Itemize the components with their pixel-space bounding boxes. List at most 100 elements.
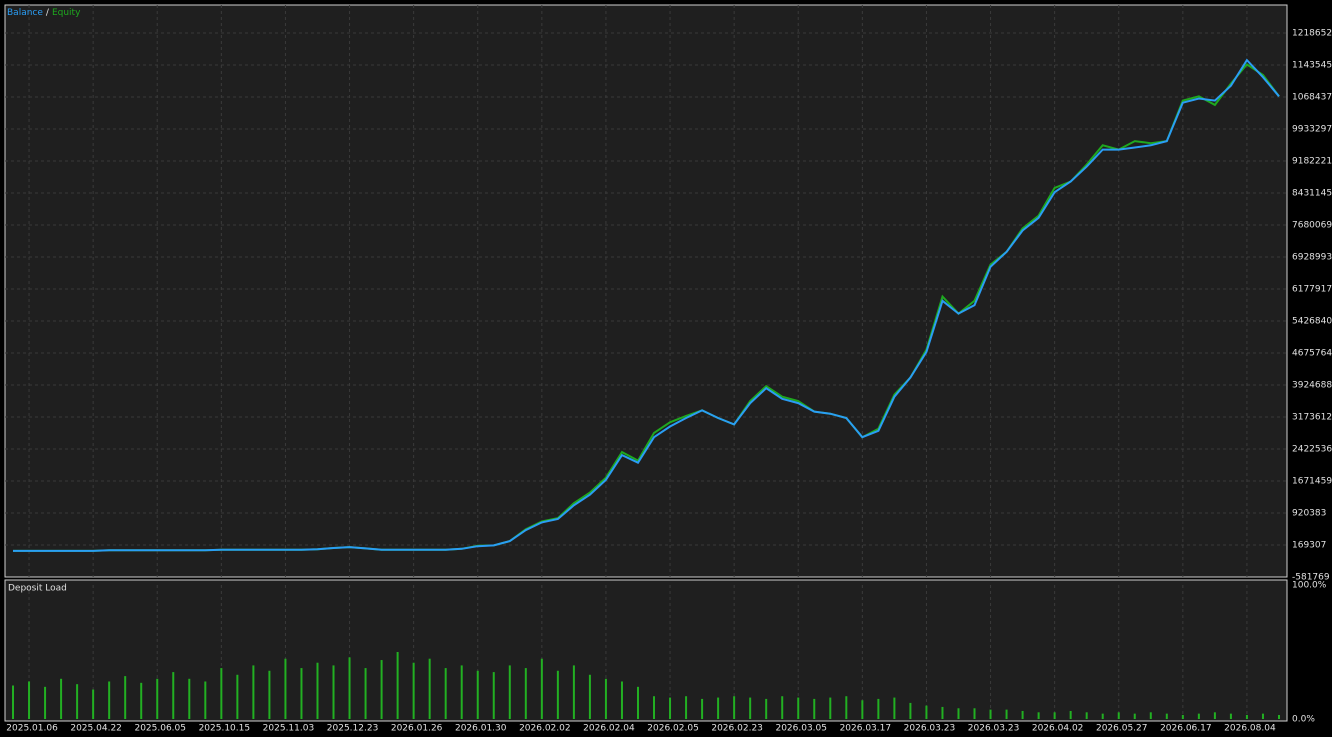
bar [941,706,944,719]
y-tick-label: 100.0% [1292,581,1327,591]
load-panel [4,579,1288,722]
bar [1277,714,1280,719]
bar [492,672,495,719]
y-tick-label: 1671459 [1292,477,1332,487]
y-tick-label: 9933297 [1292,125,1332,135]
bar [1021,710,1024,719]
x-tick-label: 2026.03.23 [904,724,956,734]
bar [749,697,752,719]
x-tick-label: 2026.01.26 [391,724,443,734]
bar [733,696,736,719]
bar [412,662,415,719]
y-tick-label: 11435450 [1292,61,1332,71]
bar [156,678,159,719]
bar [108,681,111,719]
x-tick-label: 2026.02.04 [583,724,635,734]
bar [1085,712,1088,719]
bar [1005,709,1008,719]
main-panel [4,4,1288,578]
bar [925,705,928,719]
bar [701,698,704,719]
bar [1245,714,1248,719]
bar [508,665,511,719]
bar [989,709,992,719]
x-tick-label: 2025.12.23 [327,724,379,734]
bar [765,698,768,719]
bar [717,697,720,719]
y-tick-label: 12186526 [1292,29,1332,39]
y-tick-label: 3924688 [1292,381,1332,391]
bar [348,657,351,719]
x-tick-label: 2026.04.02 [1032,724,1084,734]
bar [364,668,367,719]
bar [188,678,191,719]
x-tick-label: 2025.11.03 [263,724,315,734]
bar [1181,714,1184,719]
bar [92,689,95,719]
bar [476,670,479,719]
bar [76,684,79,719]
bar [797,697,800,719]
bar [556,670,559,719]
bar [1133,713,1136,719]
bar [973,708,976,719]
bar [1261,713,1264,719]
x-tick-label: 2026.06.17 [1160,724,1212,734]
bar [172,672,175,719]
x-tick-label: 2025.01.06 [6,724,58,734]
bar [540,658,543,719]
bar [829,697,832,719]
x-tick-label: 2026.02.05 [647,724,699,734]
bar [893,697,896,719]
x-tick-label: 2026.03.23 [968,724,1020,734]
bar [1229,713,1232,719]
y-tick-label: 5426840 [1292,317,1332,327]
bar [781,696,784,719]
y-tick-label: 0.0% [1292,715,1315,725]
y-tick-label: 10684374 [1292,93,1332,103]
bar [380,660,383,719]
bar [636,686,639,719]
bar [460,665,463,719]
x-tick-label: 2026.08.04 [1224,724,1276,734]
bar [252,665,255,719]
bar [1213,712,1216,719]
bar [44,686,47,719]
legend-separator: / [46,8,50,18]
bar [1117,712,1120,719]
bar [604,678,607,719]
x-tick-label: 2025.10.15 [199,724,251,734]
bar [60,678,63,719]
bar [1149,712,1152,719]
bar [1197,713,1200,719]
y-tick-label: 920383 [1292,509,1326,519]
bar [524,668,527,719]
x-tick-label: 2026.03.05 [775,724,827,734]
legend-balance: Balance [7,8,43,18]
bar [861,700,864,719]
bar [28,681,31,719]
bar [685,696,688,719]
bar [268,670,271,719]
bar [236,674,239,719]
y-tick-label: 2422536 [1292,445,1332,455]
panel-title: Deposit Load [8,584,67,594]
bar [1069,710,1072,719]
bar [1101,713,1104,719]
bar [300,668,303,719]
bar [428,658,431,719]
plot-layer: -581769 169307 920383 1671459 2422536 3173612… [5,5,1332,734]
y-tick-label: 4675764 [1292,349,1332,359]
bar [620,681,623,719]
y-tick-label: 3173612 [1292,413,1332,423]
bar [204,681,207,719]
x-tick-label: 2026.05.27 [1096,724,1148,734]
y-tick-label: 6928993 [1292,253,1332,263]
y-tick-label: 8431145 [1292,189,1332,199]
y-tick-label: -581769 [1292,573,1330,583]
bar [957,708,960,719]
bar [909,702,912,719]
bar [1037,712,1040,719]
bar [284,658,287,719]
